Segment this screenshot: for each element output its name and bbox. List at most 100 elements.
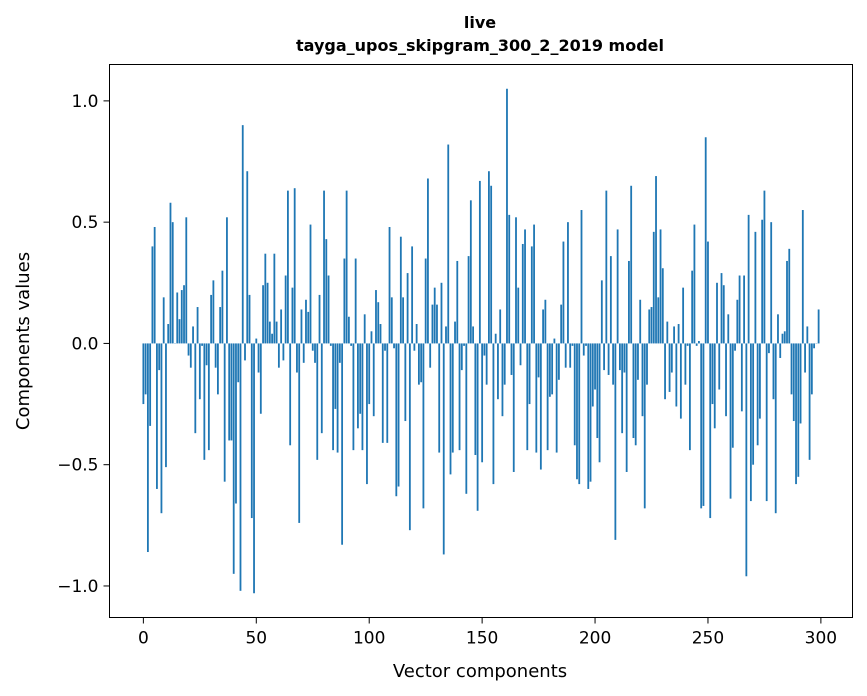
bar-79 — [320, 343, 323, 434]
bar-22 — [192, 326, 194, 344]
bar-203 — [600, 280, 603, 344]
bar-11 — [167, 324, 170, 344]
bar-279 — [772, 343, 775, 400]
x-tick-label: 300 — [805, 629, 837, 649]
bar-202 — [598, 343, 601, 463]
x-axis-label: Vector components — [393, 661, 567, 682]
bar-183 — [555, 343, 558, 453]
bar-157 — [497, 343, 499, 400]
bar-256 — [720, 273, 723, 344]
bar-234 — [670, 343, 673, 373]
bar-92 — [350, 343, 353, 346]
bar-65 — [289, 343, 292, 446]
bar-292 — [801, 210, 804, 344]
bar-174 — [535, 343, 538, 453]
bar-94 — [354, 258, 357, 344]
x-tick-label: 0 — [138, 629, 149, 649]
bar-166 — [517, 287, 520, 344]
bar-228 — [657, 297, 660, 344]
bar-76 — [314, 343, 316, 363]
x-tick-label: 100 — [353, 629, 385, 649]
bar-178 — [544, 299, 547, 344]
bar-261 — [731, 343, 734, 448]
bar-34 — [219, 307, 222, 344]
bar-196 — [585, 343, 587, 346]
bar-224 — [648, 309, 651, 344]
bar-270 — [752, 343, 755, 465]
bar-137 — [451, 343, 454, 453]
y-tick-label: 0.5 — [71, 213, 98, 233]
x-axis-ticks: 0 50 100 150 200 250 300 — [138, 617, 837, 649]
bar-295 — [808, 343, 811, 460]
bar-95 — [357, 343, 359, 429]
bar-267 — [745, 343, 748, 577]
bar-286 — [788, 248, 791, 344]
bar-71 — [302, 343, 305, 363]
bar-99 — [366, 343, 368, 485]
bar-265 — [740, 343, 743, 412]
bar-253 — [713, 343, 716, 429]
bar-37 — [226, 217, 228, 344]
bar-258 — [725, 343, 727, 417]
bar-5 — [153, 227, 156, 344]
bar-27 — [203, 343, 206, 460]
bar-156 — [494, 333, 497, 344]
bar-233 — [668, 343, 671, 392]
bar-110 — [390, 297, 393, 344]
bar-33 — [216, 343, 219, 395]
bar-222 — [643, 343, 646, 509]
bar-275 — [763, 190, 766, 344]
bar-74 — [309, 224, 312, 344]
bar-159 — [501, 343, 504, 417]
bar-246 — [698, 341, 700, 344]
chart-subtitle: tayga_upos_skipgram_300_2_2019 model — [296, 36, 664, 55]
bar-225 — [650, 307, 653, 344]
bar-109 — [388, 227, 391, 344]
y-tick-label: 1.0 — [71, 92, 98, 112]
bar-15 — [176, 292, 179, 344]
bar-187 — [564, 343, 567, 368]
bar-138 — [454, 321, 456, 344]
bar-262 — [734, 343, 736, 351]
bar-81 — [325, 239, 328, 344]
bar-6 — [156, 343, 158, 489]
bar-129 — [433, 287, 436, 344]
bar-30 — [210, 294, 213, 344]
bar-26 — [201, 343, 203, 346]
bar-185 — [560, 304, 563, 344]
bar-24 — [196, 307, 199, 344]
bar-75 — [311, 343, 314, 351]
bar-128 — [431, 304, 434, 344]
bar-288 — [792, 343, 795, 422]
bar-52 — [259, 343, 262, 414]
bar-201 — [596, 343, 599, 439]
bar-139 — [456, 260, 459, 344]
bar-42 — [237, 343, 240, 383]
bar-106 — [381, 343, 384, 443]
bar-190 — [571, 343, 574, 346]
bar-63 — [284, 275, 287, 344]
bar-282 — [779, 343, 782, 358]
bar-126 — [427, 178, 429, 344]
bar-83 — [329, 343, 332, 346]
bar-57 — [271, 333, 274, 344]
bar-290 — [797, 343, 800, 477]
bar-80 — [323, 190, 325, 344]
bar-67 — [293, 188, 296, 344]
bar-180 — [548, 343, 551, 397]
bar-51 — [257, 343, 260, 373]
bar-127 — [429, 343, 432, 368]
bar-140 — [458, 343, 461, 451]
bar-266 — [743, 275, 746, 344]
bar-255 — [718, 343, 721, 390]
bar-10 — [165, 343, 167, 468]
bar-64 — [287, 190, 289, 344]
bar-148 — [476, 343, 479, 511]
bar-54 — [264, 253, 267, 344]
bar-111 — [393, 343, 395, 349]
bar-49 — [253, 343, 255, 594]
bar-85 — [334, 343, 337, 409]
bar-55 — [266, 282, 269, 344]
bar-217 — [632, 343, 635, 439]
bar-283 — [781, 333, 784, 344]
